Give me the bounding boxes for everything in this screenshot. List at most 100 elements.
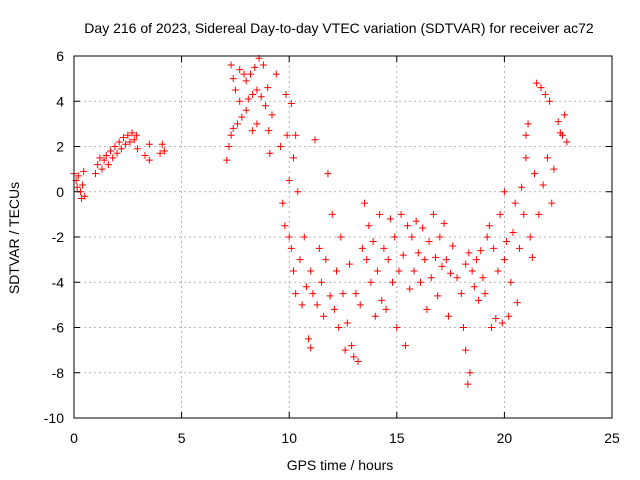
data-point [408,233,416,241]
data-point [302,283,310,291]
data-point [401,342,409,350]
data-point [315,244,323,252]
data-point [354,357,362,365]
data-point [307,344,315,352]
data-point [522,131,530,139]
data-point [102,152,110,160]
data-point [503,238,511,246]
data-point [350,353,358,361]
data-point [253,120,261,128]
data-point [462,346,470,354]
data-point [391,233,399,241]
data-point [490,244,498,252]
data-point [262,102,270,110]
x-tick-label: 10 [281,430,297,446]
data-point [462,260,470,268]
data-point [548,199,556,207]
data-point [238,113,246,121]
data-point [117,145,125,153]
data-point [113,149,121,157]
data-point [440,219,448,227]
data-point [266,149,274,157]
data-point [253,86,261,94]
data-point [466,369,474,377]
data-point [124,131,132,139]
data-point [298,301,306,309]
data-point [311,136,319,144]
data-point [341,346,349,354]
data-point [259,61,267,69]
data-point [337,233,345,241]
data-point [343,319,351,327]
data-point [132,131,140,139]
data-point [285,233,293,241]
data-point [145,156,153,164]
data-point [268,111,276,119]
data-point [345,260,353,268]
data-point [81,192,89,200]
data-point [236,66,244,74]
data-point [328,210,336,218]
data-point [264,84,272,92]
data-point [305,335,313,343]
data-point [292,290,300,298]
data-point [509,228,517,236]
data-point [559,131,567,139]
data-point [320,312,328,320]
data-point [522,154,530,162]
data-point [369,238,377,246]
data-point [518,183,526,191]
data-point [80,167,88,175]
data-point [287,244,295,252]
data-point [361,199,369,207]
data-point [498,319,506,327]
data-point [421,256,429,264]
y-tick-label: -8 [52,365,65,381]
data-point [563,138,571,146]
data-point [546,97,554,105]
y-tick-label: -6 [52,320,65,336]
data-point [388,278,396,286]
data-point [412,217,420,225]
x-tick-label: 0 [70,430,78,446]
data-point [115,138,123,146]
data-point [128,129,136,137]
data-point [485,222,493,230]
chart-title: Day 216 of 2023, Sidereal Day-to-day VTE… [84,20,594,36]
data-point [464,380,472,388]
data-point [393,324,401,331]
data-point [236,97,244,105]
y-tick-label: -10 [44,410,64,426]
data-point [470,283,478,291]
data-point [242,77,250,85]
data-point [100,156,108,164]
data-point [246,70,254,78]
data-point [119,133,127,141]
data-point [73,183,81,191]
data-point [296,256,304,264]
data-point [324,170,332,178]
data-point [505,312,513,320]
data-point [449,242,457,250]
y-axis: -10 -8 -6 -4 -2 0 2 4 6 [44,48,612,426]
data-point [550,165,558,173]
data-point [229,124,237,132]
data-point [92,170,100,178]
data-point [356,301,364,309]
data-point [79,181,87,189]
data-point [333,267,341,275]
x-tick-label: 20 [497,430,513,446]
data-point [145,140,153,148]
data-point [371,312,379,320]
data-point [326,292,334,300]
data-point [104,161,112,169]
data-point [423,305,431,313]
data-point [285,176,293,184]
data-point [133,145,141,153]
data-point [313,301,321,309]
data-point [107,147,115,155]
data-point [287,100,295,108]
data-point [526,233,534,241]
data-point [404,222,412,230]
data-point [533,79,541,87]
